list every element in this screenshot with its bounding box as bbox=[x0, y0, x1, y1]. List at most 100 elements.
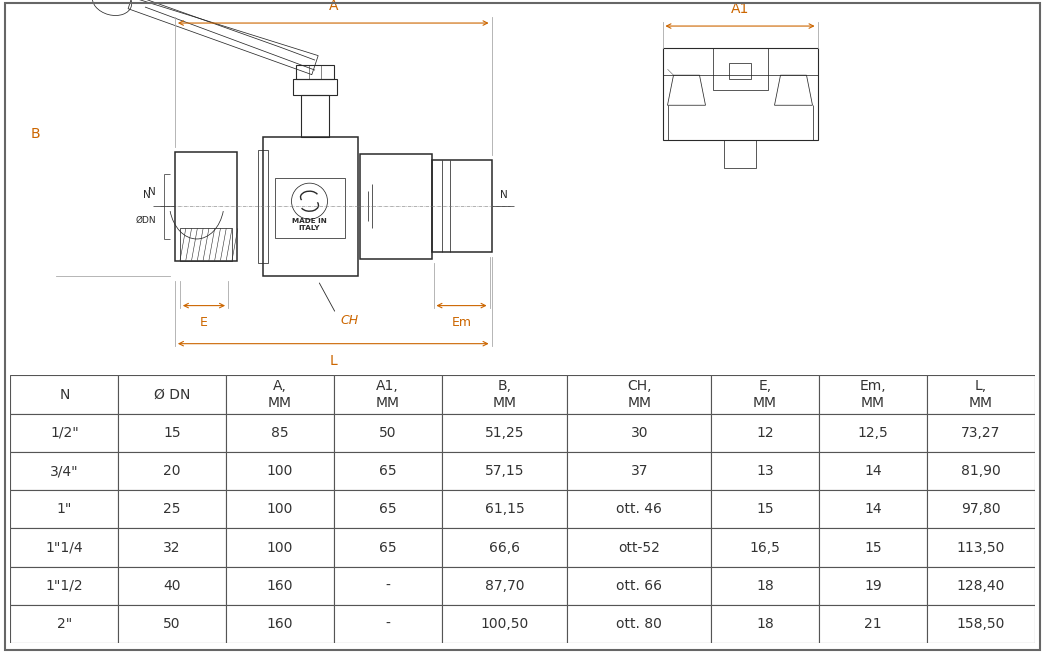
Text: ott. 66: ott. 66 bbox=[617, 579, 663, 593]
Text: 51,25: 51,25 bbox=[485, 426, 525, 440]
Bar bbox=[927, 605, 1035, 643]
Bar bbox=[712, 528, 819, 567]
Text: 128,40: 128,40 bbox=[956, 579, 1005, 593]
Text: 65: 65 bbox=[379, 464, 396, 478]
Bar bbox=[333, 452, 442, 490]
Text: A1,
MM: A1, MM bbox=[376, 379, 400, 409]
Text: ott. 46: ott. 46 bbox=[617, 502, 663, 517]
Text: 2": 2" bbox=[56, 617, 72, 631]
Text: 61,15: 61,15 bbox=[485, 502, 525, 517]
Bar bbox=[359, 154, 432, 259]
Bar bbox=[257, 150, 268, 263]
Bar bbox=[712, 490, 819, 528]
Bar bbox=[567, 605, 712, 643]
Bar bbox=[118, 414, 226, 452]
Text: 15: 15 bbox=[757, 502, 774, 517]
Text: B,
MM: B, MM bbox=[492, 379, 516, 409]
Bar bbox=[442, 375, 567, 414]
Text: 12,5: 12,5 bbox=[858, 426, 888, 440]
Text: E,
MM: E, MM bbox=[753, 379, 777, 409]
Text: ØDN: ØDN bbox=[136, 216, 156, 225]
Bar bbox=[819, 375, 927, 414]
Bar bbox=[226, 452, 333, 490]
Bar bbox=[118, 490, 226, 528]
Text: 1": 1" bbox=[56, 502, 72, 517]
Bar bbox=[663, 48, 817, 140]
Text: 81,90: 81,90 bbox=[960, 464, 1000, 478]
Text: 97,80: 97,80 bbox=[960, 502, 1000, 517]
Text: Ø DN: Ø DN bbox=[154, 388, 190, 402]
Text: CH,
MM: CH, MM bbox=[627, 379, 651, 409]
Text: ott. 80: ott. 80 bbox=[617, 617, 663, 631]
Text: MADE IN
ITALY: MADE IN ITALY bbox=[293, 217, 327, 231]
Bar bbox=[118, 528, 226, 567]
Bar bbox=[333, 375, 442, 414]
Text: 3/4": 3/4" bbox=[50, 464, 78, 478]
Bar bbox=[432, 161, 491, 253]
Bar bbox=[819, 414, 927, 452]
Bar bbox=[712, 605, 819, 643]
Text: N: N bbox=[148, 187, 156, 197]
Text: -: - bbox=[386, 617, 390, 631]
Bar bbox=[10, 567, 118, 605]
Text: 16,5: 16,5 bbox=[749, 541, 781, 554]
Bar bbox=[927, 567, 1035, 605]
Bar bbox=[226, 528, 333, 567]
Text: 15: 15 bbox=[163, 426, 181, 440]
Bar bbox=[296, 65, 334, 79]
Bar bbox=[442, 528, 567, 567]
Text: 160: 160 bbox=[266, 617, 294, 631]
Bar bbox=[118, 567, 226, 605]
Bar bbox=[10, 605, 118, 643]
Bar bbox=[927, 375, 1035, 414]
Text: 14: 14 bbox=[864, 464, 882, 478]
Bar bbox=[567, 452, 712, 490]
Bar bbox=[567, 528, 712, 567]
Bar bbox=[10, 375, 118, 414]
Text: A1: A1 bbox=[730, 2, 749, 16]
Text: 1"1/4: 1"1/4 bbox=[46, 541, 84, 554]
Text: 100,50: 100,50 bbox=[481, 617, 529, 631]
Bar bbox=[10, 452, 118, 490]
Text: 18: 18 bbox=[757, 617, 774, 631]
Text: 66,6: 66,6 bbox=[489, 541, 520, 554]
Text: 158,50: 158,50 bbox=[956, 617, 1005, 631]
Text: 20: 20 bbox=[163, 464, 181, 478]
Bar bbox=[819, 490, 927, 528]
Bar bbox=[293, 79, 336, 95]
Bar bbox=[301, 95, 329, 137]
Text: 65: 65 bbox=[379, 541, 396, 554]
Bar bbox=[724, 140, 756, 168]
Text: E: E bbox=[200, 315, 208, 328]
Bar bbox=[226, 490, 333, 528]
Bar bbox=[180, 229, 232, 261]
Bar bbox=[927, 490, 1035, 528]
Text: N: N bbox=[60, 388, 70, 402]
Bar bbox=[118, 452, 226, 490]
Bar bbox=[927, 528, 1035, 567]
Bar bbox=[712, 452, 819, 490]
Bar bbox=[226, 605, 333, 643]
Bar bbox=[262, 137, 357, 276]
Bar bbox=[567, 375, 712, 414]
Bar bbox=[712, 375, 819, 414]
Bar bbox=[712, 414, 819, 452]
Text: 18: 18 bbox=[757, 579, 774, 593]
Text: 32: 32 bbox=[163, 541, 181, 554]
Bar bbox=[819, 567, 927, 605]
Bar bbox=[333, 414, 442, 452]
Bar bbox=[226, 375, 333, 414]
Bar bbox=[10, 414, 118, 452]
Bar bbox=[712, 567, 819, 605]
Bar bbox=[226, 567, 333, 605]
Bar bbox=[819, 452, 927, 490]
Bar bbox=[442, 490, 567, 528]
Bar bbox=[442, 414, 567, 452]
Text: 100: 100 bbox=[266, 464, 294, 478]
Text: 1/2": 1/2" bbox=[50, 426, 78, 440]
Text: Em,
MM: Em, MM bbox=[860, 379, 886, 409]
Bar bbox=[819, 605, 927, 643]
Text: 1"1/2: 1"1/2 bbox=[46, 579, 84, 593]
Text: Em: Em bbox=[451, 315, 471, 328]
Text: 19: 19 bbox=[864, 579, 882, 593]
